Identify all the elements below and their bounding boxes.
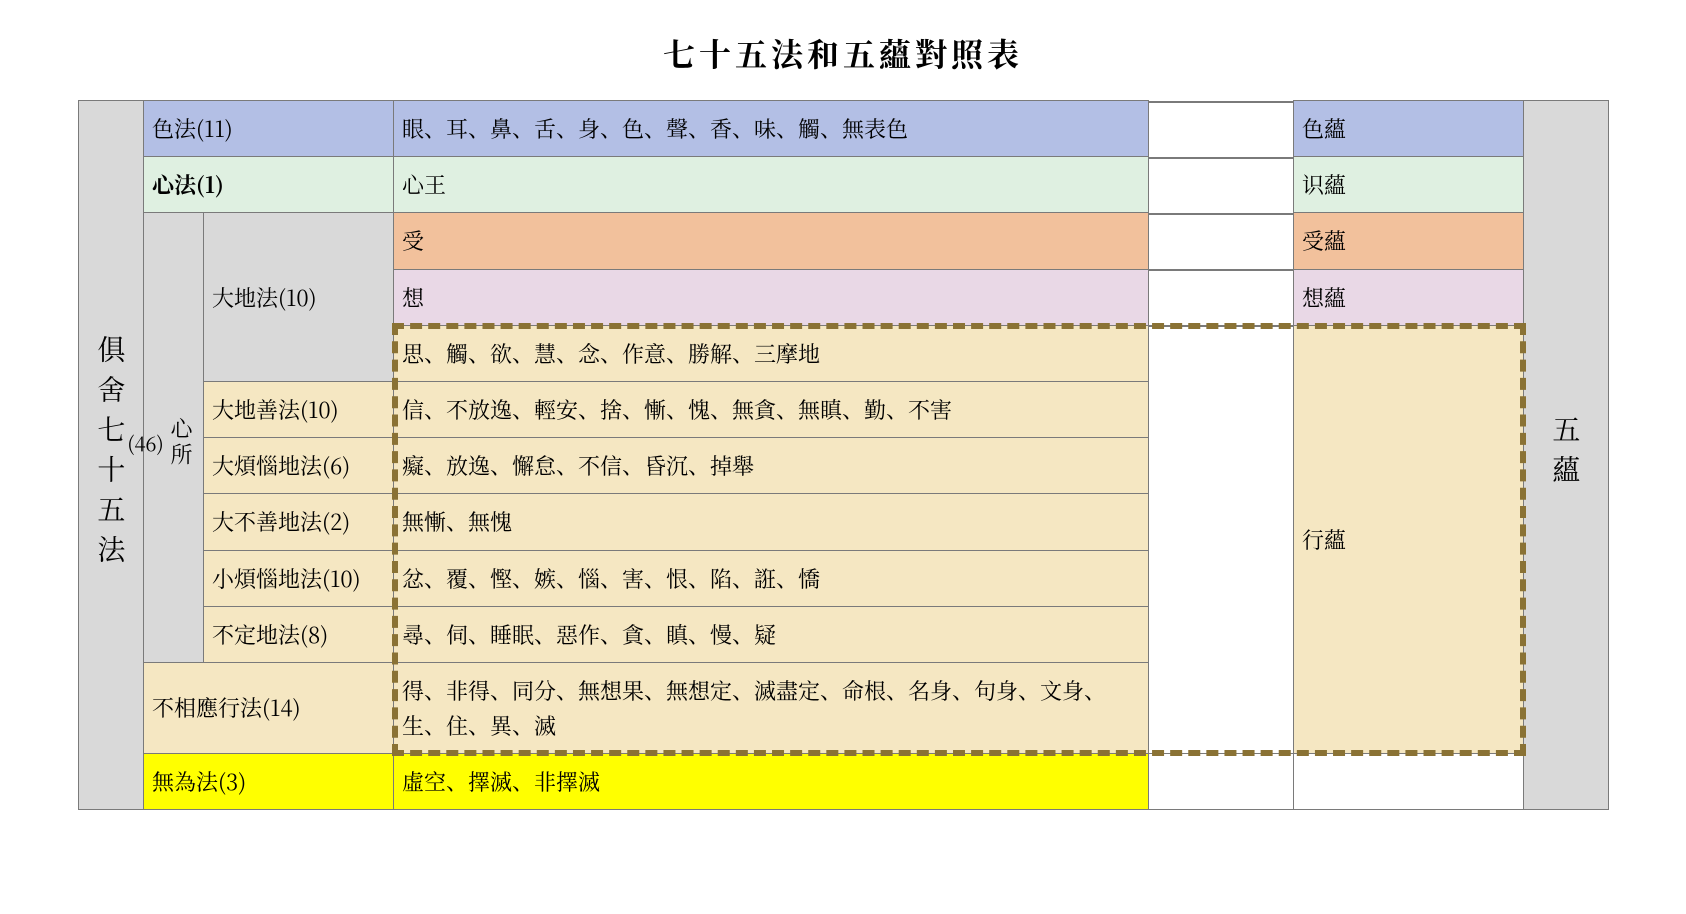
arrow-shou xyxy=(1149,213,1293,215)
cat-xiaofannao-items: 忿、覆、慳、嫉、惱、害、恨、陷、誑、憍 xyxy=(394,550,1149,606)
cat-dadishan-label: 大地善法(10) xyxy=(204,381,394,437)
row-shou: 心所 (46) 大地法(10) 受 受蘊 xyxy=(79,213,1609,269)
cat-xiaofannao-label: 小煩惱地法(10) xyxy=(204,550,394,606)
cat-dafannao-items: 癡、放逸、懈怠、不信、昏沉、掉舉 xyxy=(394,438,1149,494)
arrow-xiang xyxy=(1149,269,1293,271)
row-wuwei: 無為法(3) 虛空、擇滅、非擇滅 xyxy=(79,754,1609,810)
aggregate-xiang: 想蘊 xyxy=(1294,269,1524,325)
cat-buxiangying-items: 得、非得、同分、無想果、無想定、滅盡定、命根、名身、句身、文身、生、住、異、滅 xyxy=(394,662,1149,753)
row-xin-fa: 心法(1) 心王 识蘊 xyxy=(79,157,1609,213)
cat-buxiangying-label: 不相應行法(14) xyxy=(144,662,394,753)
empty-arrow-wuwei xyxy=(1149,754,1294,810)
cat-dafannao-label: 大煩惱地法(6) xyxy=(204,438,394,494)
dadi-rest-items: 思、觸、欲、慧、念、作意、勝解、三摩地 xyxy=(394,325,1149,381)
aggregate-shou: 受蘊 xyxy=(1294,213,1524,269)
xinsuo-text: 心所 xyxy=(164,417,199,469)
aggregate-se: 色蘊 xyxy=(1294,101,1524,157)
cat-xin-fa-label: 心法(1) xyxy=(144,157,394,213)
cat-buding-items: 尋、伺、睡眠、惡作、貪、瞋、慢、疑 xyxy=(394,606,1149,662)
cat-wuwei-items: 虛空、擇滅、非擇滅 xyxy=(394,754,1149,810)
cat-se-fa-label: 色法(11) xyxy=(144,101,394,157)
page-title: 七十五法和五蘊對照表 xyxy=(78,20,1608,100)
arrow-xing xyxy=(1149,325,1293,327)
arrow-shi xyxy=(1149,157,1293,159)
cat-dabushan-label: 大不善地法(2) xyxy=(204,494,394,550)
right-heading: 五蘊 xyxy=(1524,101,1609,810)
cat-xin-fa-items: 心王 xyxy=(394,157,1149,213)
cat-dabushan-items: 無慚、無愧 xyxy=(394,494,1149,550)
aggregate-shi: 识蘊 xyxy=(1294,157,1524,213)
dharma-table: 俱舍七十五法 色法(11) 眼、耳、鼻、舌、身、色、聲、香、味、觸、無表色 色蘊… xyxy=(78,100,1609,810)
empty-aggregate-wuwei xyxy=(1294,754,1524,810)
aggregate-xing: 行蘊 xyxy=(1294,325,1524,754)
xinsuo-count: (46) xyxy=(127,427,164,459)
cat-wuwei-label: 無為法(3) xyxy=(144,754,394,810)
row-se-fa: 俱舍七十五法 色法(11) 眼、耳、鼻、舌、身、色、聲、香、味、觸、無表色 色蘊… xyxy=(79,101,1609,157)
cat-dadishan-items: 信、不放逸、輕安、捨、慚、愧、無貪、無瞋、勤、不害 xyxy=(394,381,1149,437)
cat-buding-label: 不定地法(8) xyxy=(204,606,394,662)
dadi-xiang: 想 xyxy=(394,269,1149,325)
arrow-se xyxy=(1149,101,1293,103)
cat-xinsuo-label: 心所 (46) xyxy=(144,213,204,663)
table-container: 俱舍七十五法 色法(11) 眼、耳、鼻、舌、身、色、聲、香、味、觸、無表色 色蘊… xyxy=(78,100,1608,810)
cat-dadi-label: 大地法(10) xyxy=(204,213,394,382)
cat-se-fa-items: 眼、耳、鼻、舌、身、色、聲、香、味、觸、無表色 xyxy=(394,101,1149,157)
dadi-shou: 受 xyxy=(394,213,1149,269)
